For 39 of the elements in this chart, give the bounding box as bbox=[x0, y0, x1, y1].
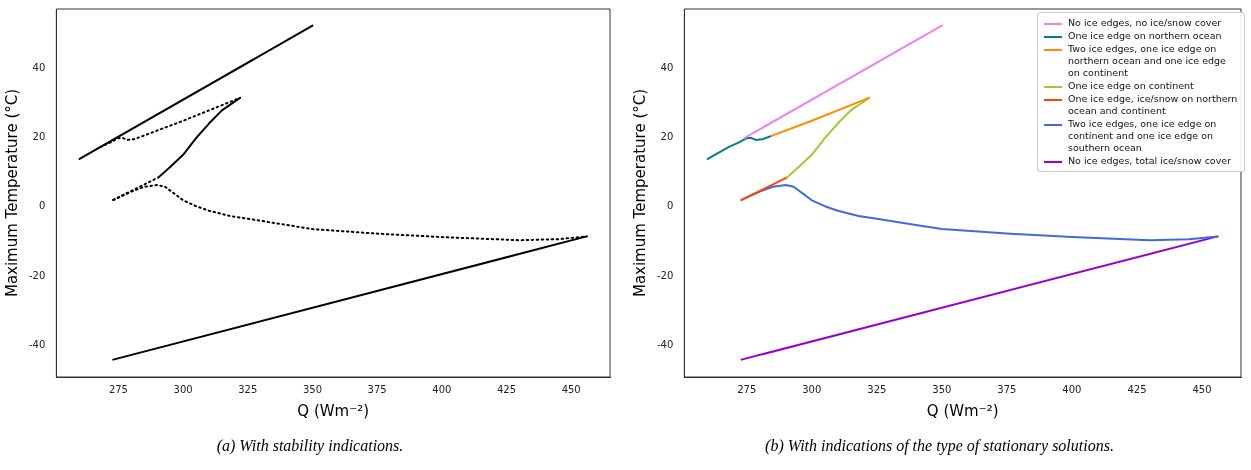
legend-label: Two ice edges, one ice edge on northern ocean and one ice edge on continent bbox=[1068, 43, 1227, 79]
y-tick-label: 20 bbox=[32, 131, 46, 143]
x-tick-label: 450 bbox=[1192, 383, 1212, 395]
x-tick-label: 275 bbox=[737, 383, 757, 395]
y-tick-label: 20 bbox=[660, 131, 674, 143]
y-tick-label: -40 bbox=[28, 339, 46, 351]
text: (b) With indications of the type of stationary solutions. bbox=[764, 437, 1115, 455]
x-tick-label: 350 bbox=[302, 383, 323, 395]
y-tick-label: 40 bbox=[660, 61, 674, 73]
y-axis-title: Maximum Temperature (°C) bbox=[630, 88, 649, 298]
x-tick-label: 400 bbox=[1062, 383, 1082, 395]
y-tick-label: -20 bbox=[28, 269, 46, 281]
x-tick-label: 300 bbox=[802, 383, 822, 395]
legend-label: No ice edges, total ice/snow cover bbox=[1068, 155, 1232, 167]
y-tick-label: 0 bbox=[38, 200, 46, 212]
x-tick-label: 400 bbox=[432, 383, 452, 395]
text: (a) With stability indications. bbox=[215, 437, 405, 455]
x-tick-label: 325 bbox=[238, 383, 258, 395]
x-tick-label: 325 bbox=[867, 383, 887, 395]
legend-label: One ice edge on continent bbox=[1068, 80, 1194, 92]
y-tick-label: -40 bbox=[656, 339, 674, 351]
legend-label: Two ice edges, one ice edge on continent and one ice edge on southern ocean bbox=[1068, 118, 1218, 154]
y-axis-title: Maximum Temperature (°C) bbox=[2, 88, 21, 298]
x-tick-label: 350 bbox=[932, 383, 952, 395]
x-tick-label: 275 bbox=[108, 383, 128, 395]
x-tick-label: 375 bbox=[367, 383, 387, 395]
x-tick-label: 375 bbox=[997, 383, 1017, 395]
y-tick-label: -20 bbox=[656, 269, 674, 281]
x-axis-title: Q (Wm⁻²) bbox=[297, 401, 369, 420]
x-tick-label: 425 bbox=[496, 383, 517, 395]
y-tick-label: 40 bbox=[32, 61, 46, 73]
legend-label: No ice edges, no ice/snow cover bbox=[1068, 17, 1222, 29]
legend-label: One ice edge on northern ocean bbox=[1068, 30, 1222, 42]
x-tick-label: 425 bbox=[1127, 383, 1147, 395]
legend-label: One ice edge, ice/snow on northern ocean and continent bbox=[1068, 93, 1238, 117]
x-axis-title: Q (Wm⁻²) bbox=[926, 401, 999, 420]
x-tick-label: 300 bbox=[173, 383, 193, 395]
y-tick-label: 0 bbox=[666, 200, 674, 212]
x-tick-label: 450 bbox=[561, 383, 581, 395]
